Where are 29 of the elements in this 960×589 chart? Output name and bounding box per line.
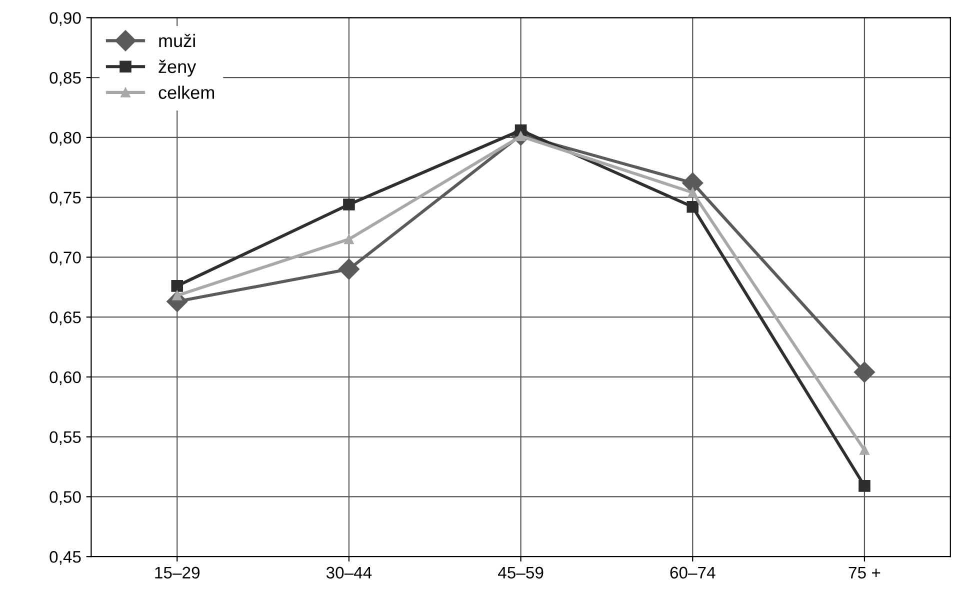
y-tick-label: 0,50: [50, 491, 81, 505]
x-tick-label: 30–44: [326, 566, 372, 579]
y-tick-label: 0,70: [50, 252, 81, 266]
point: [686, 200, 699, 213]
y-tick-label: 0,90: [50, 12, 81, 26]
point: [682, 172, 704, 194]
point: [858, 480, 870, 492]
point: [338, 258, 360, 280]
y-tick-label: 0,65: [50, 311, 81, 326]
point: [343, 198, 355, 210]
point: [854, 362, 875, 383]
y-tick-label: 0,75: [50, 192, 81, 206]
y-tick-label: 0,60: [50, 371, 81, 386]
y-tick-label: 0,45: [50, 551, 81, 565]
point: [344, 234, 354, 244]
point: [171, 280, 184, 292]
x-tick-label: 45–59: [498, 566, 544, 579]
legend-label: muži: [159, 34, 195, 48]
y-tick-label: 0,80: [50, 132, 81, 146]
x-tick-label: 60–74: [670, 566, 716, 579]
legend-label: ženy: [158, 60, 196, 77]
point: [172, 290, 182, 300]
x-tick-label: 15–29: [155, 566, 200, 579]
legend-label: celkem: [158, 86, 214, 99]
y-tick-label: 0,55: [50, 431, 81, 446]
x-tick-label: 75 +: [848, 566, 880, 579]
point: [860, 445, 870, 455]
y-tick-label: 0,85: [50, 72, 81, 86]
point: [688, 188, 698, 198]
